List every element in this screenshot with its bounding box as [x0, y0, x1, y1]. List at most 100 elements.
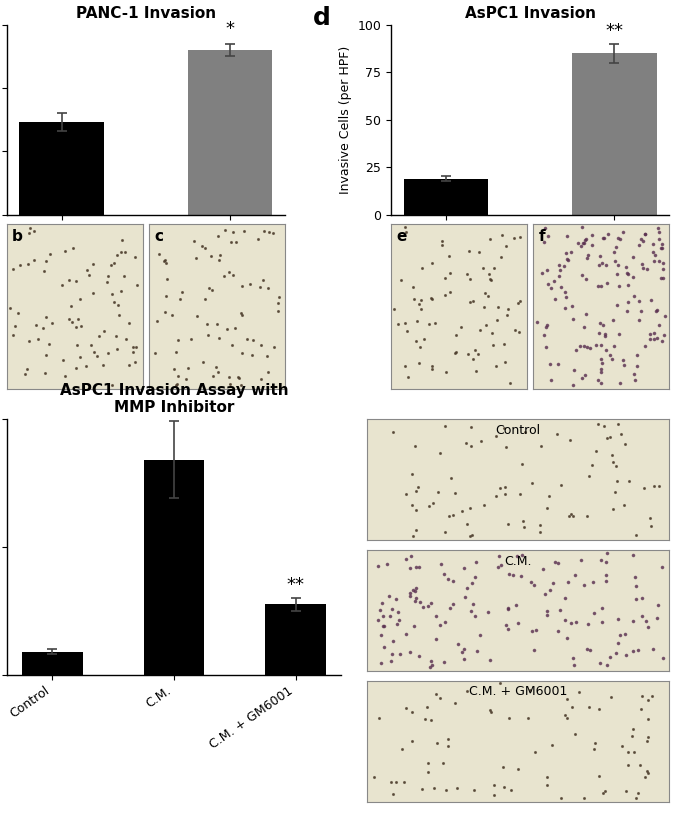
Point	[443, 510, 454, 523]
Point	[476, 434, 487, 447]
Point	[614, 232, 625, 245]
Point	[611, 267, 622, 281]
Point	[542, 263, 553, 276]
Title: PANC-1 Invasion: PANC-1 Invasion	[76, 6, 216, 20]
Point	[584, 470, 595, 483]
Point	[415, 303, 426, 316]
Point	[588, 575, 599, 588]
Point	[400, 317, 411, 330]
Point	[32, 332, 43, 345]
Point	[469, 783, 480, 796]
Point	[491, 359, 502, 372]
Point	[411, 504, 422, 517]
Point	[620, 438, 631, 451]
Bar	[573, 53, 656, 215]
Point	[462, 518, 473, 531]
Point	[247, 348, 258, 362]
Point	[492, 560, 503, 573]
Point	[105, 258, 116, 271]
Point	[642, 730, 653, 744]
Point	[116, 233, 127, 246]
Point	[531, 623, 541, 636]
Point	[600, 330, 610, 343]
Point	[442, 573, 453, 586]
Point	[30, 319, 41, 332]
Point	[457, 646, 468, 659]
Point	[114, 308, 124, 321]
Point	[532, 316, 543, 329]
Point	[424, 317, 435, 330]
Point	[109, 256, 120, 269]
Bar	[22, 652, 82, 675]
Point	[405, 590, 416, 603]
Point	[568, 379, 579, 392]
Point	[405, 646, 416, 659]
Point	[569, 658, 579, 672]
Point	[238, 224, 249, 237]
Point	[112, 248, 123, 261]
Point	[515, 488, 526, 501]
Point	[623, 295, 633, 308]
Point	[629, 373, 640, 386]
Point	[508, 569, 518, 582]
Point	[416, 261, 427, 274]
Point	[564, 434, 575, 447]
Point	[652, 332, 662, 345]
Point	[176, 285, 187, 299]
Point	[571, 615, 581, 628]
Point	[598, 420, 609, 433]
Point	[657, 335, 668, 348]
Point	[563, 575, 574, 588]
Point	[643, 766, 654, 780]
Point	[76, 320, 87, 333]
Point	[264, 226, 274, 239]
Point	[502, 601, 513, 614]
Text: c: c	[155, 228, 164, 244]
Point	[586, 458, 597, 471]
Point	[560, 591, 571, 604]
Point	[620, 648, 631, 661]
Point	[610, 254, 621, 267]
Point	[650, 248, 661, 261]
Point	[422, 700, 433, 713]
Point	[598, 319, 608, 332]
Point	[594, 770, 605, 783]
Point	[407, 468, 418, 481]
Point	[652, 303, 662, 317]
Point	[129, 250, 140, 263]
Point	[452, 781, 462, 794]
Point	[545, 583, 556, 596]
Point	[439, 419, 450, 432]
Point	[588, 606, 599, 619]
Point	[93, 330, 104, 343]
Point	[458, 653, 469, 666]
Point	[656, 272, 667, 285]
Point	[562, 693, 573, 706]
Point	[580, 369, 591, 382]
Point	[563, 510, 574, 523]
Point	[554, 604, 565, 617]
Point	[405, 550, 416, 563]
Point	[556, 281, 566, 294]
Point	[387, 425, 398, 438]
Point	[416, 294, 427, 307]
Point	[605, 690, 616, 703]
Point	[409, 594, 420, 607]
Point	[387, 647, 397, 660]
Point	[499, 338, 510, 351]
Point	[212, 318, 222, 331]
Point	[427, 359, 437, 372]
Point	[615, 427, 626, 440]
Point	[213, 331, 224, 344]
Point	[73, 312, 84, 326]
Point	[611, 646, 622, 659]
Point	[237, 346, 248, 359]
Point	[68, 241, 78, 254]
Point	[405, 587, 416, 600]
Point	[562, 229, 573, 242]
Point	[400, 220, 410, 233]
Point	[609, 486, 620, 499]
Point	[199, 241, 210, 254]
Point	[231, 236, 241, 249]
Point	[406, 705, 417, 718]
